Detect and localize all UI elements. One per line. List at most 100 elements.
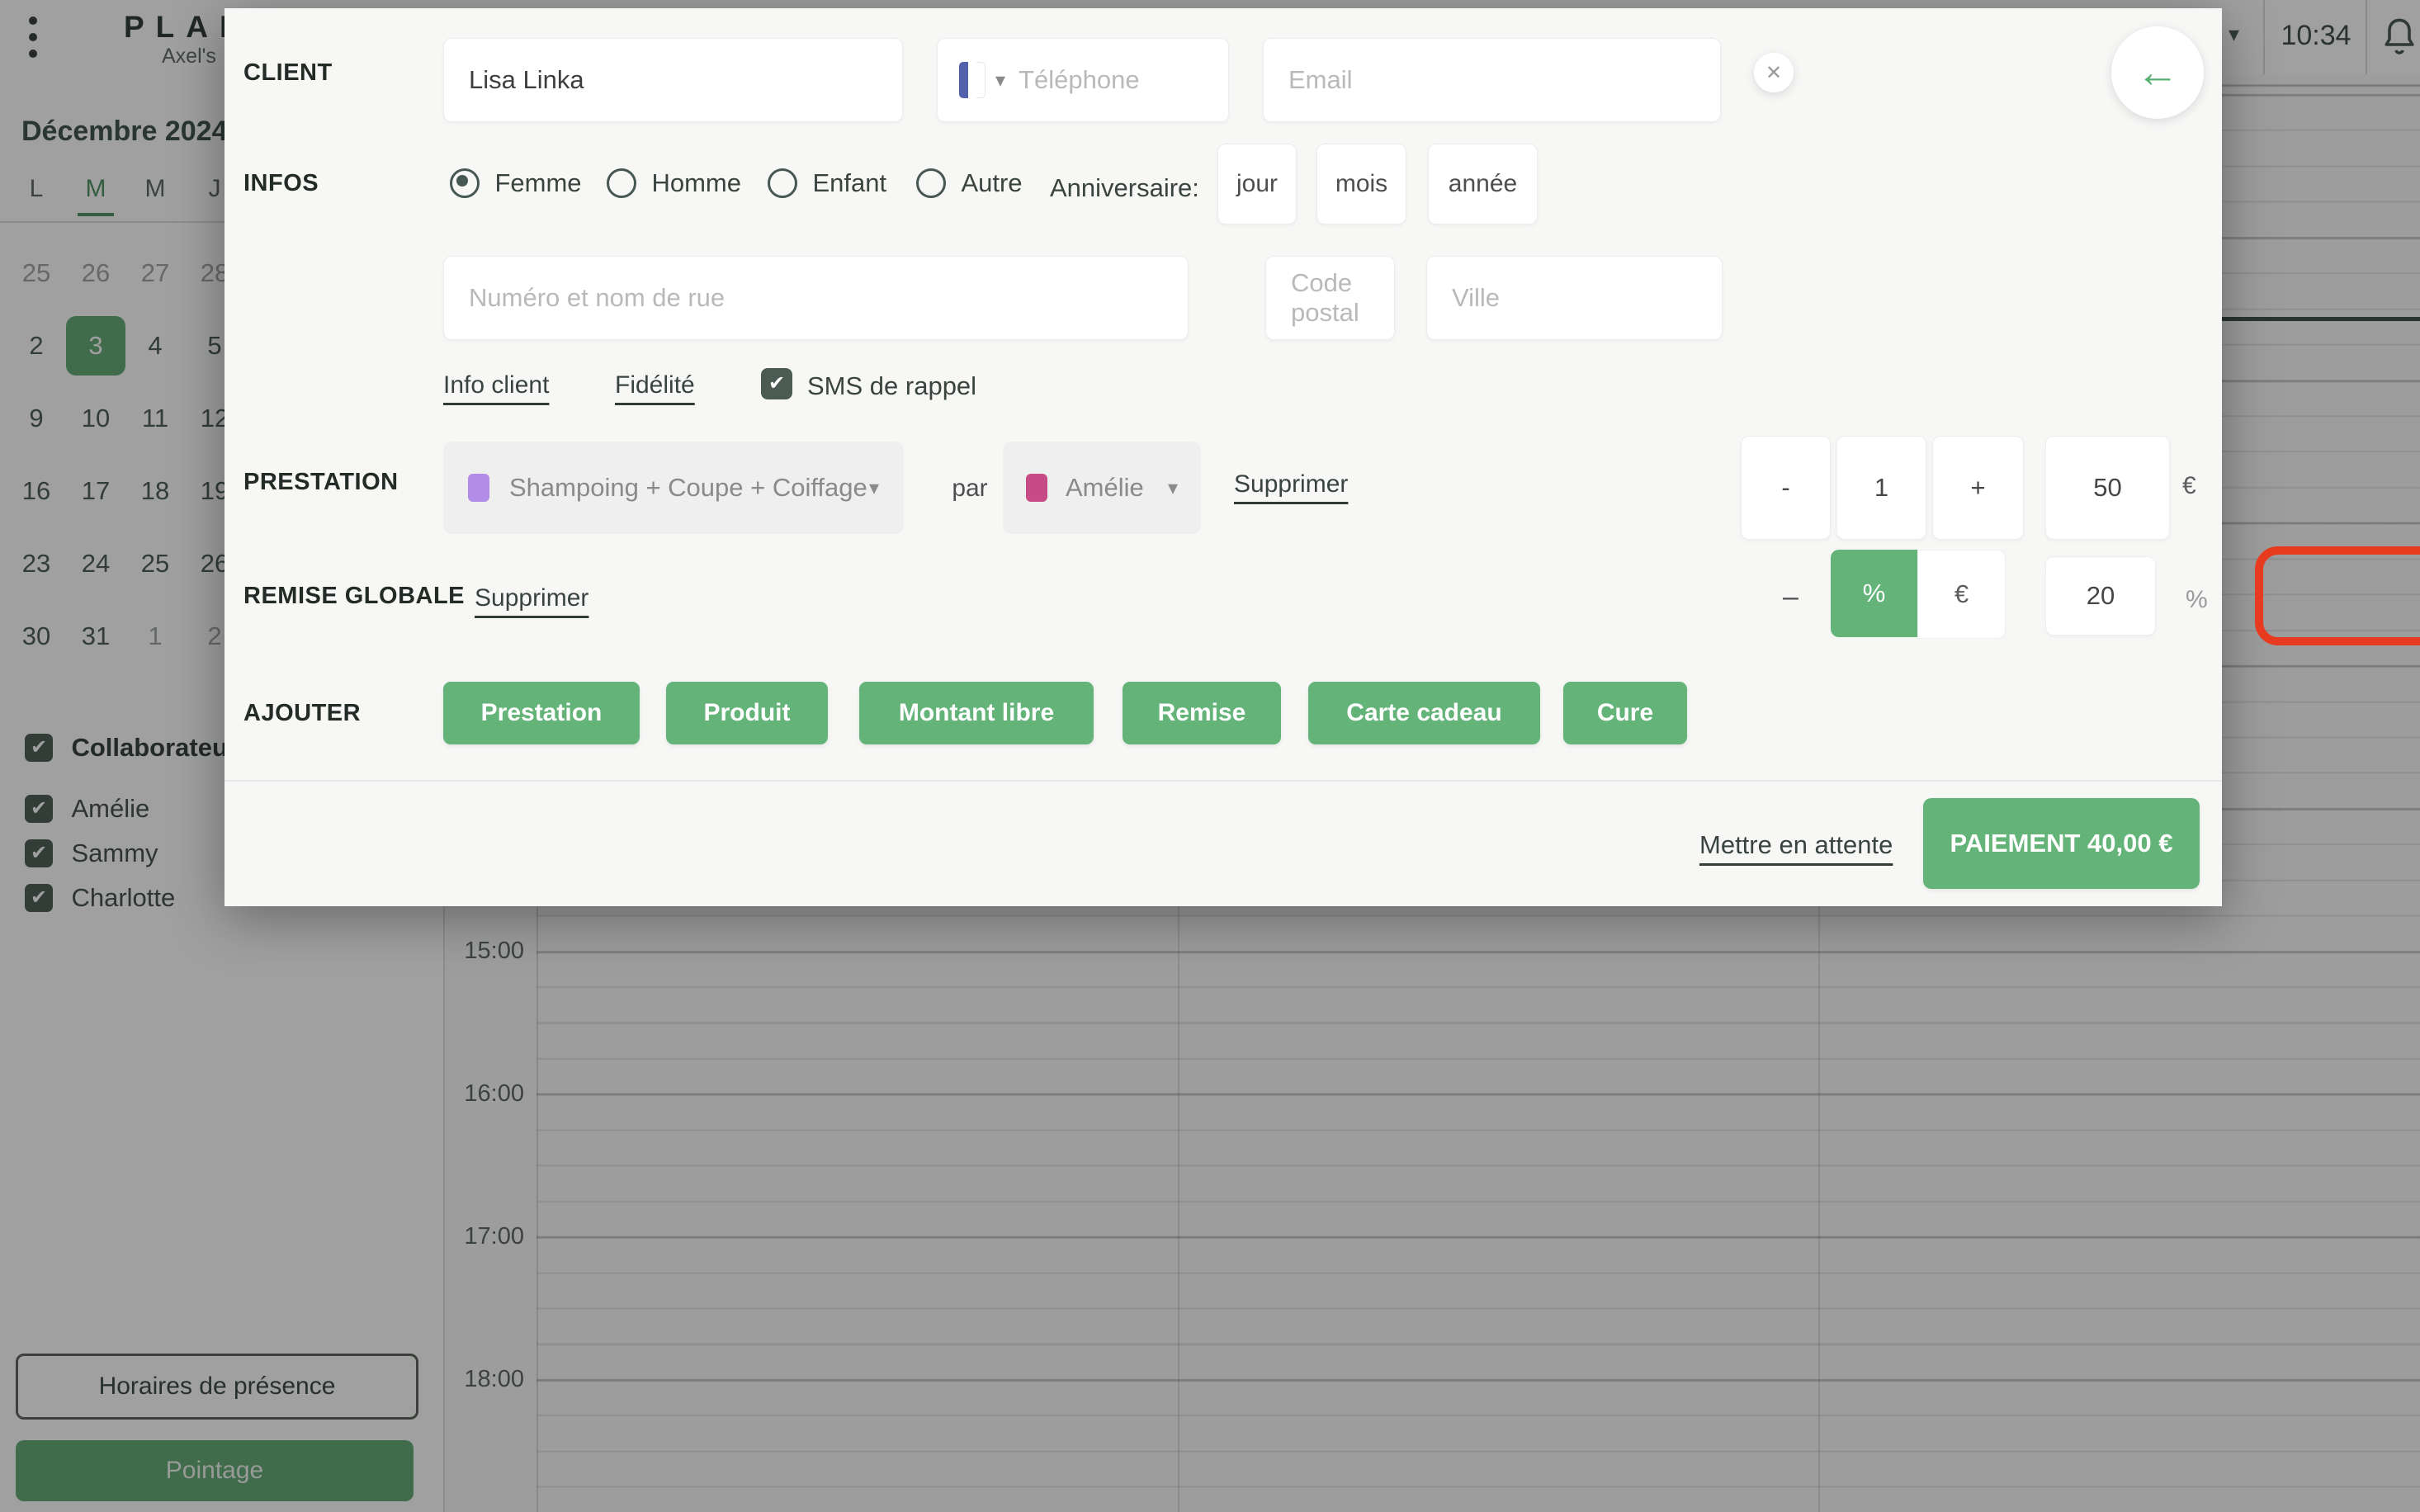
qty-minus-button[interactable]: - — [1741, 436, 1831, 540]
delete-remise-link[interactable]: Supprimer — [475, 584, 589, 612]
loyalty-link[interactable]: Fidélité — [615, 371, 695, 399]
time-label: 18:00 — [464, 1366, 524, 1392]
radio-femme[interactable]: Femme — [450, 168, 582, 198]
delete-service-link[interactable]: Supprimer — [1234, 470, 1349, 498]
client-name-input[interactable]: Lisa Linka — [443, 38, 903, 122]
phone-input[interactable]: ▾ Téléphone — [937, 38, 1229, 122]
sms-reminder-checkbox[interactable]: ✔ — [761, 368, 792, 399]
calendar-day[interactable]: 2 — [29, 331, 44, 360]
checkbox-checked-icon[interactable]: ✔ — [25, 734, 53, 762]
remise-section-label: REMISE GLOBALE — [243, 583, 466, 609]
calendar-day[interactable]: 2 — [207, 621, 222, 650]
ajouter-section-label: AJOUTER — [243, 700, 362, 726]
calendar-day[interactable]: 12 — [200, 404, 229, 432]
sms-reminder-label: SMS de rappel — [807, 371, 977, 400]
staff-dropdown[interactable]: Amélie ▾ — [1003, 442, 1201, 534]
collaborator-row[interactable]: ✔ Sammy — [25, 839, 158, 872]
calendar-day[interactable]: 23 — [21, 549, 51, 578]
month-placeholder: mois — [1335, 170, 1388, 197]
brand-subtitle: Axel's — [162, 45, 216, 68]
checkbox-checked-icon[interactable]: ✔ — [25, 795, 53, 823]
appointment-checkout-modal: CLIENT Lisa Linka ▾ Téléphone Email ✕ ← … — [225, 8, 2420, 906]
france-flag-icon[interactable] — [959, 62, 985, 98]
checkbox-checked-icon[interactable]: ✔ — [25, 884, 53, 912]
radio-enfant[interactable]: Enfant — [768, 168, 886, 198]
radio-homme[interactable]: Homme — [607, 168, 741, 198]
payment-button[interactable]: PAIEMENT 40,00 € — [1923, 798, 2200, 889]
calendar-day[interactable]: 25 — [21, 258, 51, 287]
calendar-day[interactable]: 31 — [81, 621, 111, 650]
calendar-day[interactable]: 10 — [81, 404, 111, 432]
collaborator-label: Sammy — [71, 839, 158, 867]
calendar-day[interactable]: 25 — [140, 549, 170, 578]
radio-icon[interactable] — [916, 168, 946, 198]
hold-link[interactable]: Mettre en attente — [1699, 830, 1893, 859]
collaborator-label: Charlotte — [71, 883, 176, 912]
collaborator-row[interactable]: ✔ Charlotte — [25, 883, 175, 916]
radio-autre[interactable]: Autre — [916, 168, 1023, 198]
add-montant-libre-button[interactable]: Montant libre — [859, 682, 1094, 744]
city-input[interactable]: Ville — [1426, 256, 1723, 340]
calendar-day[interactable]: 9 — [29, 404, 44, 432]
collaborators-header-row[interactable]: ✔ Collaborateur — [25, 733, 238, 766]
service-color-dot — [468, 474, 489, 502]
calendar-day[interactable]: 1 — [148, 621, 163, 650]
calendar-day[interactable]: 26 — [81, 258, 111, 287]
clock-in-button[interactable]: Pointage — [16, 1440, 414, 1501]
qty-plus-button[interactable]: + — [1932, 436, 2024, 540]
calendar-day[interactable]: 16 — [21, 476, 51, 505]
checkbox-checked-icon[interactable]: ✔ — [25, 839, 53, 867]
calendar-day[interactable]: 4 — [148, 331, 163, 360]
add-prestation-button[interactable]: Prestation — [443, 682, 640, 744]
add-remise-button[interactable]: Remise — [1123, 682, 1281, 744]
presence-hours-button[interactable]: Horaires de présence — [16, 1354, 418, 1420]
add-cure-button[interactable]: Cure — [1563, 682, 1687, 744]
clear-client-button[interactable]: ✕ — [1754, 53, 1794, 92]
calendar-day-selected[interactable]: 3 — [66, 316, 125, 376]
phone-placeholder: Téléphone — [1019, 65, 1140, 94]
street-input[interactable]: Numéro et nom de rue — [443, 256, 1189, 340]
zip-input[interactable]: Code postal — [1265, 256, 1395, 340]
calendar-day[interactable]: 5 — [207, 331, 222, 360]
view-dropdown-caret-icon[interactable]: ▾ — [2229, 21, 2240, 46]
add-produit-button[interactable]: Produit — [666, 682, 828, 744]
flag-dropdown-caret-icon[interactable]: ▾ — [995, 69, 1006, 92]
add-carte-cadeau-button[interactable]: Carte cadeau — [1308, 682, 1540, 744]
service-name: Shampoing + Coupe + Coiffage — [509, 473, 867, 502]
calendar-day[interactable]: 11 — [141, 404, 169, 432]
collaborator-row[interactable]: ✔ Amélie — [25, 794, 149, 827]
service-dropdown[interactable]: Shampoing + Coupe + Coiffage ▾ — [443, 442, 904, 534]
menu-kebab-icon[interactable] — [25, 17, 41, 61]
birthday-day-input[interactable]: jour — [1217, 144, 1297, 224]
percent-toggle-selected[interactable]: % — [1831, 550, 1917, 637]
radio-icon[interactable] — [768, 168, 797, 198]
calendar-day[interactable]: 24 — [81, 549, 111, 578]
day-header-J: J — [208, 175, 221, 202]
calendar-day[interactable]: 30 — [21, 621, 51, 650]
notification-bell-icon[interactable] — [2379, 15, 2420, 61]
calendar-day[interactable]: 18 — [140, 476, 170, 505]
back-arrow-button[interactable]: ← — [2111, 26, 2204, 119]
calendar-day[interactable]: 28 — [200, 258, 229, 287]
day-header-L: L — [29, 175, 44, 202]
email-input[interactable]: Email — [1263, 38, 1721, 122]
birthday-month-input[interactable]: mois — [1316, 144, 1406, 224]
brand-logo: PLANITY Axel's — [0, 0, 225, 74]
radio-icon[interactable] — [607, 168, 636, 198]
euro-toggle[interactable]: € — [1917, 550, 2006, 639]
radio-selected-icon[interactable] — [450, 168, 480, 198]
birthday-year-input[interactable]: année — [1428, 144, 1538, 224]
collaborators-header-label: Collaborateur — [71, 733, 238, 762]
price-input[interactable]: 50 — [2045, 436, 2170, 540]
client-info-link[interactable]: Info client — [443, 371, 550, 399]
radio-label: Homme — [651, 168, 741, 197]
day-header-M: M — [144, 175, 166, 202]
brand-name: PLANITY — [124, 10, 225, 44]
current-day-underline — [78, 213, 114, 216]
calendar-day[interactable]: 27 — [140, 258, 170, 287]
discount-value-input[interactable]: 20 — [2045, 556, 2156, 636]
annotation-highlight — [2255, 546, 2420, 645]
calendar-day[interactable]: 19 — [200, 476, 229, 505]
calendar-day[interactable]: 26 — [200, 549, 229, 578]
calendar-day[interactable]: 17 — [81, 476, 111, 505]
